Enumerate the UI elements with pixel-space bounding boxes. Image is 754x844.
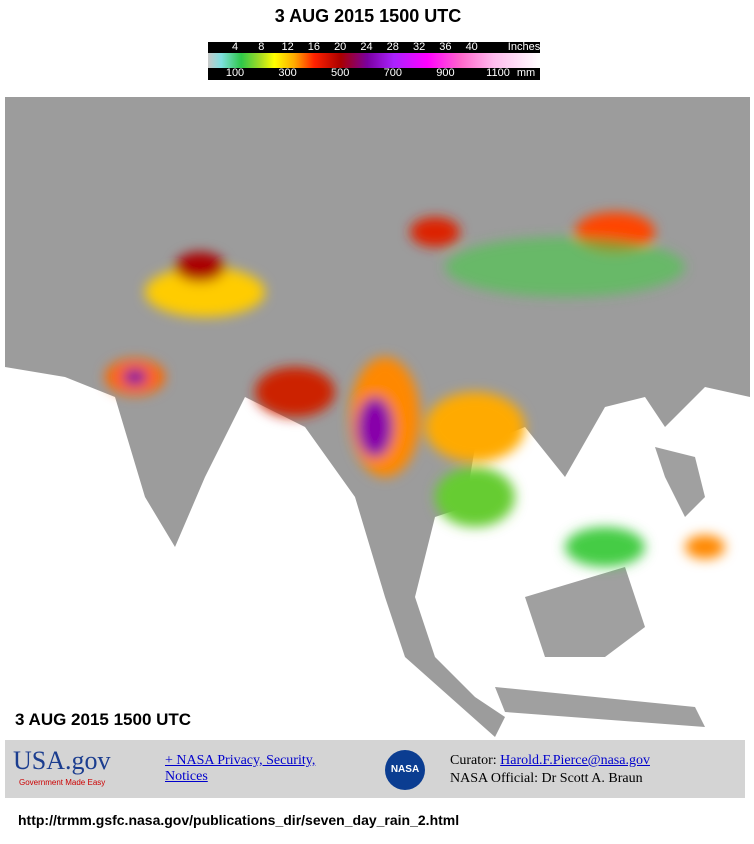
- inches-label: 36: [439, 41, 452, 53]
- nasa-logo[interactable]: NASA: [385, 750, 425, 790]
- mm-label: 900: [436, 67, 455, 79]
- inches-label: 24: [360, 41, 373, 53]
- mm-unit: mm: [516, 67, 536, 79]
- inches-unit: Inches: [507, 41, 541, 53]
- philippines: [655, 447, 705, 517]
- inches-label: 20: [334, 41, 347, 53]
- mm-label: 500: [331, 67, 350, 79]
- usa-tagline: Government Made Easy: [19, 778, 106, 787]
- inches-label: 12: [281, 41, 294, 53]
- privacy-link[interactable]: + NASA Privacy, Security, Notices: [165, 753, 316, 784]
- colorbar: Inches mm 4 8 12 16 20 24 28 32 36 40 100 300 500 700…: [208, 41, 541, 80]
- inches-label: 8: [258, 41, 265, 53]
- inches-label: 40: [465, 41, 478, 53]
- rain-map: [5, 97, 750, 740]
- title: 3 AUG 2015 1500 UTC: [274, 6, 462, 26]
- map-label: 3 AUG 2015 1500 UTC: [15, 710, 192, 729]
- mm-label: 1100: [486, 67, 510, 79]
- inches-label: 28: [386, 41, 399, 53]
- rain-areas: [105, 212, 725, 567]
- curator-email[interactable]: Harold.F.Pierce@nasa.gov: [500, 753, 650, 768]
- footer: USA.gov Government Made Easy + NASA Priv…: [5, 740, 745, 798]
- mm-label: 300: [278, 67, 297, 79]
- borneo: [525, 567, 645, 657]
- url: http://trmm.gsfc.nasa.gov/publications_d…: [18, 812, 460, 828]
- usa-logo[interactable]: USA.gov: [13, 746, 111, 775]
- mm-label: 100: [225, 67, 245, 79]
- inches-label: 16: [307, 41, 321, 53]
- curator-label: Curator:: [450, 753, 497, 768]
- mm-label: 700: [383, 67, 402, 79]
- inches-label: 32: [412, 41, 426, 53]
- official: NASA Official: Dr Scott A. Braun: [450, 771, 643, 786]
- java: [495, 687, 705, 727]
- colorbar-gradient: [208, 53, 540, 68]
- inches-label: 4: [231, 41, 239, 53]
- curator: Curator: Harold.F.Pierce@nasa.gov: [450, 753, 650, 769]
